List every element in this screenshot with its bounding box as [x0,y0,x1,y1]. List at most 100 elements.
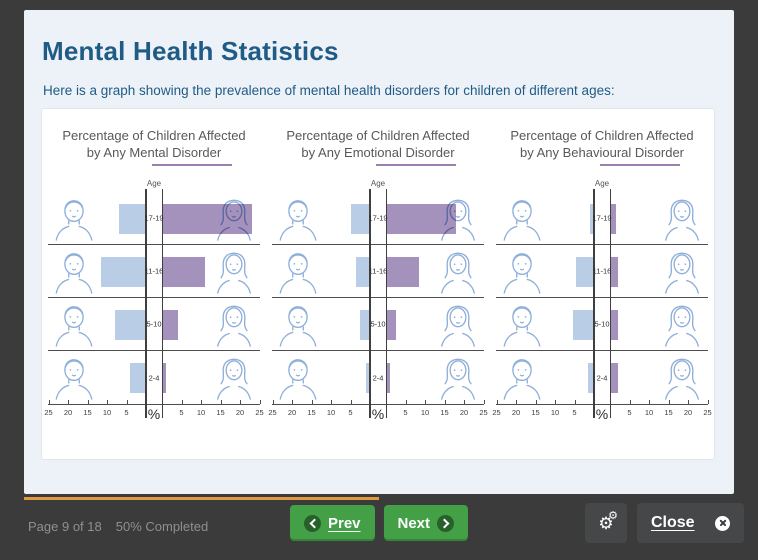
chart-rows: 17-19 11-16 5-10 2-4 [272,189,484,418]
chart-2: Percentage of Children Affected by Any Be… [492,127,711,459]
center-axis-line-right [385,189,387,418]
female-face-icon [435,354,481,400]
tick-label: 25 [479,408,488,417]
axis-tick [496,400,498,404]
female-face-icon [211,301,257,347]
axis-tick [464,400,465,404]
axis-tick [181,400,183,404]
tick-label: 15 [440,408,449,417]
age-group-label: 17-19 [144,213,164,223]
tick-label: 15 [664,408,673,417]
bar-male [360,310,370,340]
age-row: 17-19 [48,192,260,245]
chart-title: Percentage of Children Affected by Any Me… [48,127,260,161]
close-button[interactable]: Close [636,503,744,543]
age-row: 5-10 [272,298,484,351]
bar-female [162,363,166,393]
chart-rows: 17-19 11-16 5-10 2-4 [496,189,708,418]
nav-buttons: Prev Next [289,505,469,541]
axis-tick [483,400,485,404]
tick-label: 10 [102,408,112,417]
female-face-icon [211,354,257,400]
close-button-label: Close [650,514,695,531]
footer-utility-buttons: ⚙ ⚙ Close [584,503,744,543]
axis-tick [574,400,576,404]
age-group-label: 5-10 [370,319,386,329]
bar-male [366,363,370,393]
male-face-icon [51,354,97,400]
age-row: 11-16 [48,245,260,298]
completed-text: 50% Completed [115,519,209,534]
bar-female [610,310,618,340]
tick-label: 5 [179,408,184,417]
tick-label: 15 [216,408,225,417]
male-face-icon [51,195,97,241]
axis-tick [311,400,313,404]
chart-title-line2: by Any Mental Disorder [86,145,222,160]
axis-tick [629,400,631,404]
chart-0: Percentage of Children Affected by Any Me… [44,127,264,459]
page-title: Mental Health Statistics [42,36,339,66]
tick-label: 15 [531,408,540,417]
bar-female [162,310,178,340]
tick-label: 25 [268,408,277,417]
percent-axis: 25 25 20 20 15 15 10 10 5 5% [44,400,264,430]
tick-label: 5 [572,408,577,417]
age-row: 5-10 [48,298,260,351]
bar-male [350,204,370,234]
axis-tick [405,400,407,404]
axis-tick [292,400,293,404]
female-face-icon [211,195,257,241]
bar-female [610,363,618,393]
tick-label: 10 [644,408,654,417]
age-axis-label: Age [370,179,386,188]
age-row: 11-16 [496,245,708,298]
chart-title: Percentage of Children Affected by Any Em… [272,127,484,161]
page-info: Page 9 of 18 50% Completed [28,519,222,534]
percent-symbol: % [371,406,385,422]
axis-tick [688,400,689,404]
axis-tick [331,400,332,404]
bar-female [610,204,616,234]
male-face-icon [499,301,545,347]
age-row: 11-16 [272,245,484,298]
male-face-icon [51,301,97,347]
tick-label: 20 [459,408,469,417]
bar-female [386,310,396,340]
settings-button[interactable]: ⚙ ⚙ [584,503,627,543]
tick-label: 5 [348,408,353,417]
bar-female [162,257,205,287]
axis-tick [555,400,556,404]
male-face-icon [499,248,545,294]
bar-female [386,257,420,287]
next-button-label: Next [397,514,431,532]
age-group-label: 11-16 [144,266,164,276]
axis-tick [516,400,517,404]
female-face-icon [435,248,481,294]
male-face-icon [275,354,321,400]
axis-tick [126,400,128,404]
tick-label: 5 [627,408,632,417]
chevron-right-circle-icon [437,514,455,532]
age-row: 2-4 [48,351,260,404]
male-face-icon [275,248,321,294]
title-underline [376,164,456,166]
axis-tick [220,400,222,404]
chart-rows: 17-19 11-16 5-10 2-4 [48,189,260,418]
axis-tick [707,400,709,404]
bar-male [590,204,594,234]
axis-tick [48,400,50,404]
title-underline [600,164,680,166]
axis-tick [259,400,261,404]
next-button[interactable]: Next [383,505,469,541]
age-group-label: 17-19 [368,213,388,223]
prev-button[interactable]: Prev [289,505,375,541]
center-axis-line-right [161,189,163,418]
female-face-icon [659,301,705,347]
bar-male [101,257,146,287]
male-face-icon [275,195,321,241]
female-face-icon [659,248,705,294]
female-face-icon [659,195,705,241]
prev-button-label: Prev [327,514,361,532]
page-subtitle: Here is a graph showing the prevalence o… [43,83,615,98]
